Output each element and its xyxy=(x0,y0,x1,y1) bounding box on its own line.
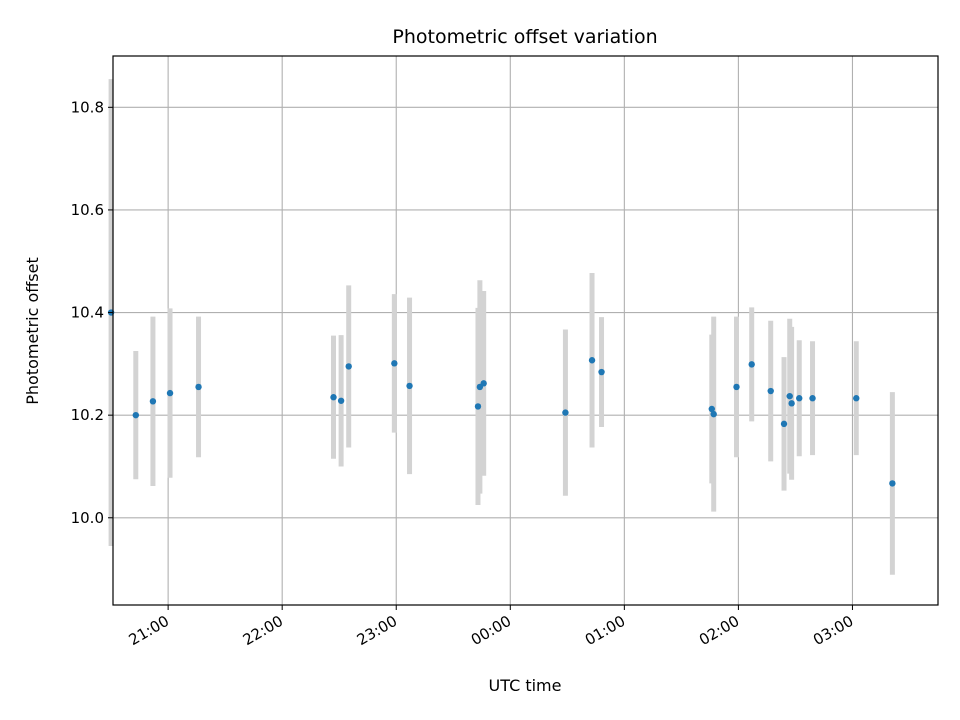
data-point xyxy=(786,392,793,400)
data-point xyxy=(195,383,202,391)
data-point xyxy=(598,368,605,376)
data-point xyxy=(767,387,774,395)
data-point xyxy=(337,397,345,404)
data-point xyxy=(166,389,174,397)
data-point xyxy=(708,405,715,413)
data-point xyxy=(748,361,755,368)
plot-frame xyxy=(112,55,939,606)
data-point xyxy=(480,380,487,387)
y-axis-ticks: 10.0 10.2 10.4 10.6 10.8 xyxy=(71,98,113,527)
error-bars xyxy=(108,79,895,575)
data-point xyxy=(132,411,140,419)
data-point xyxy=(780,420,788,428)
x-tick-label: 01:00 xyxy=(582,612,628,649)
chart-title: Photometric offset variation xyxy=(392,26,657,48)
data-points xyxy=(107,309,896,487)
data-point xyxy=(889,480,896,487)
x-tick-label: 02:00 xyxy=(696,612,742,649)
x-tick-label: 00:00 xyxy=(468,612,514,649)
data-point xyxy=(391,360,398,367)
y-tick-label: 10.4 xyxy=(71,304,104,322)
y-tick-label: 10.8 xyxy=(71,98,104,116)
data-point xyxy=(809,395,816,402)
data-point xyxy=(330,394,337,401)
x-axis-label: UTC time xyxy=(489,676,562,695)
data-point xyxy=(149,398,157,405)
x-axis-ticks: 21:00 22:00 23:00 00:00 01:00 02:00 03:00 xyxy=(126,605,856,649)
x-tick-label: 23:00 xyxy=(354,612,400,649)
data-point xyxy=(788,400,795,407)
data-point xyxy=(796,395,803,402)
data-point xyxy=(562,409,569,416)
data-point xyxy=(474,403,482,410)
data-point xyxy=(406,382,413,390)
data-point xyxy=(710,410,717,418)
x-tick-label: 03:00 xyxy=(810,612,856,649)
x-tick-label: 22:00 xyxy=(240,612,286,649)
x-tick-label: 21:00 xyxy=(126,612,172,649)
grid-lines xyxy=(113,56,938,605)
y-tick-label: 10.6 xyxy=(71,201,104,219)
y-axis-label: Photometric offset xyxy=(23,257,42,405)
data-point xyxy=(588,357,596,364)
y-tick-label: 10.2 xyxy=(71,406,104,424)
data-point xyxy=(853,395,860,402)
data-point xyxy=(345,363,352,370)
y-tick-label: 10.0 xyxy=(71,509,104,527)
data-point xyxy=(733,383,740,391)
